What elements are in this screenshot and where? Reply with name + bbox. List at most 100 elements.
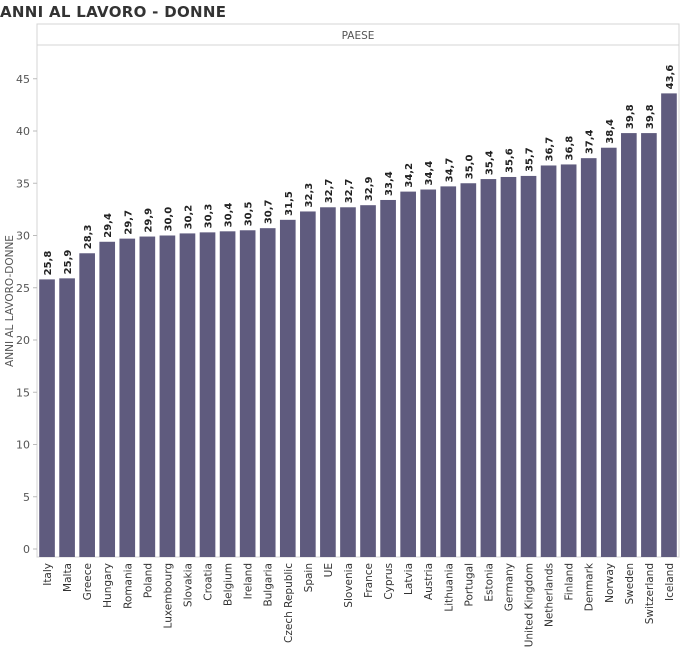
x-tick-label: Czech Republic — [283, 563, 295, 643]
x-tick-label: Norway — [604, 563, 616, 603]
data-label: 34,4 — [424, 161, 435, 186]
x-tick-label: UE — [323, 563, 335, 577]
data-label: 30,4 — [224, 203, 235, 228]
bar — [139, 236, 156, 558]
bar — [540, 165, 557, 558]
data-label: 36,8 — [565, 136, 576, 161]
bar — [480, 179, 497, 557]
data-label: 30,3 — [204, 204, 215, 229]
x-tick-label: Estonia — [483, 563, 495, 602]
bar — [420, 189, 437, 557]
y-tick-label: 30 — [16, 230, 30, 243]
x-tick-label: Latvia — [403, 563, 415, 595]
data-label: 25,8 — [43, 251, 54, 276]
x-tick-label: Bulgaria — [263, 563, 275, 607]
bar — [440, 186, 457, 557]
x-tick-label: Netherlands — [544, 563, 556, 627]
data-label: 29,9 — [143, 208, 154, 233]
x-tick-label: Lithuania — [443, 563, 455, 612]
x-tick-label: Slovenia — [343, 563, 355, 608]
data-label: 35,7 — [525, 147, 536, 172]
x-tick-label: United Kingdom — [524, 563, 536, 647]
x-tick-label: Romania — [122, 563, 134, 609]
x-tick-label: Italy — [42, 563, 54, 586]
data-label: 30,7 — [264, 199, 275, 224]
bar — [159, 235, 176, 557]
bar — [179, 233, 196, 557]
data-label: 32,9 — [364, 176, 375, 201]
x-tick-label: Spain — [303, 563, 315, 592]
data-label: 39,8 — [645, 104, 656, 129]
data-label: 25,9 — [63, 250, 74, 275]
bar — [460, 183, 477, 557]
data-label: 38,4 — [605, 119, 616, 144]
bar — [320, 207, 336, 557]
x-tick-label: Slovakia — [182, 563, 194, 607]
data-label: 29,7 — [123, 210, 134, 235]
x-tick-label: Switzerland — [644, 563, 656, 624]
x-tick-label: Croatia — [203, 563, 215, 601]
header-label: PAESE — [342, 30, 375, 42]
x-tick-label: Cyprus — [383, 563, 395, 600]
data-label: 35,0 — [464, 155, 475, 180]
data-label: 37,4 — [585, 129, 596, 154]
y-tick-label: 5 — [23, 491, 30, 504]
y-tick-label: 35 — [16, 177, 30, 190]
x-tick-label: Denmark — [584, 562, 596, 611]
data-label: 32,7 — [324, 179, 335, 204]
x-tick-label: Germany — [503, 563, 515, 611]
bar — [300, 211, 316, 557]
data-label: 35,4 — [484, 150, 495, 175]
chart-title: ANNI AL LAVORO - DONNE — [0, 3, 227, 21]
x-tick-label: Portugal — [463, 563, 475, 607]
data-label: 43,6 — [665, 65, 676, 90]
bar — [400, 191, 416, 558]
x-tick-label: France — [363, 563, 375, 598]
bar — [219, 231, 236, 557]
bar — [641, 133, 657, 557]
bar — [340, 207, 356, 557]
bar — [79, 253, 95, 557]
x-tick-label: Malta — [62, 563, 74, 592]
bar — [520, 175, 537, 557]
data-label: 35,6 — [504, 148, 515, 173]
x-tick-label: Luxembourg — [162, 563, 174, 628]
data-label: 29,4 — [103, 213, 114, 238]
data-label: 39,8 — [625, 104, 636, 129]
bar — [580, 158, 597, 558]
bar — [279, 219, 296, 557]
x-tick-label: Greece — [82, 563, 94, 600]
data-label: 28,3 — [83, 225, 94, 250]
y-tick-label: 10 — [16, 439, 30, 452]
data-label: 31,5 — [284, 191, 295, 216]
x-tick-label: Sweden — [624, 563, 636, 605]
bar — [621, 133, 637, 557]
y-axis-label: ANNI AL LAVORO-DONNE — [4, 235, 16, 367]
bar — [360, 205, 376, 557]
y-tick-label: 40 — [16, 125, 30, 138]
y-tick-label: 15 — [16, 386, 30, 399]
data-label: 30,2 — [183, 205, 194, 230]
data-label: 33,4 — [384, 171, 395, 196]
bar — [380, 199, 396, 557]
data-label: 30,5 — [244, 202, 255, 227]
bar — [59, 278, 75, 557]
x-tick-label: Austria — [423, 563, 435, 600]
x-tick-label: Ireland — [243, 563, 255, 599]
data-label: 32,3 — [304, 183, 315, 208]
x-tick-label: Hungary — [102, 563, 114, 608]
bar — [661, 93, 677, 557]
bar — [239, 230, 256, 557]
y-tick-label: 25 — [16, 282, 30, 295]
bar — [39, 279, 55, 557]
bar — [99, 241, 116, 557]
bar — [199, 232, 216, 558]
bar — [560, 164, 577, 557]
bar — [600, 147, 617, 557]
bar — [500, 176, 517, 558]
data-label: 34,7 — [444, 158, 455, 183]
data-label: 36,7 — [545, 137, 556, 162]
x-tick-label: Finland — [564, 563, 576, 601]
bar — [119, 238, 136, 557]
